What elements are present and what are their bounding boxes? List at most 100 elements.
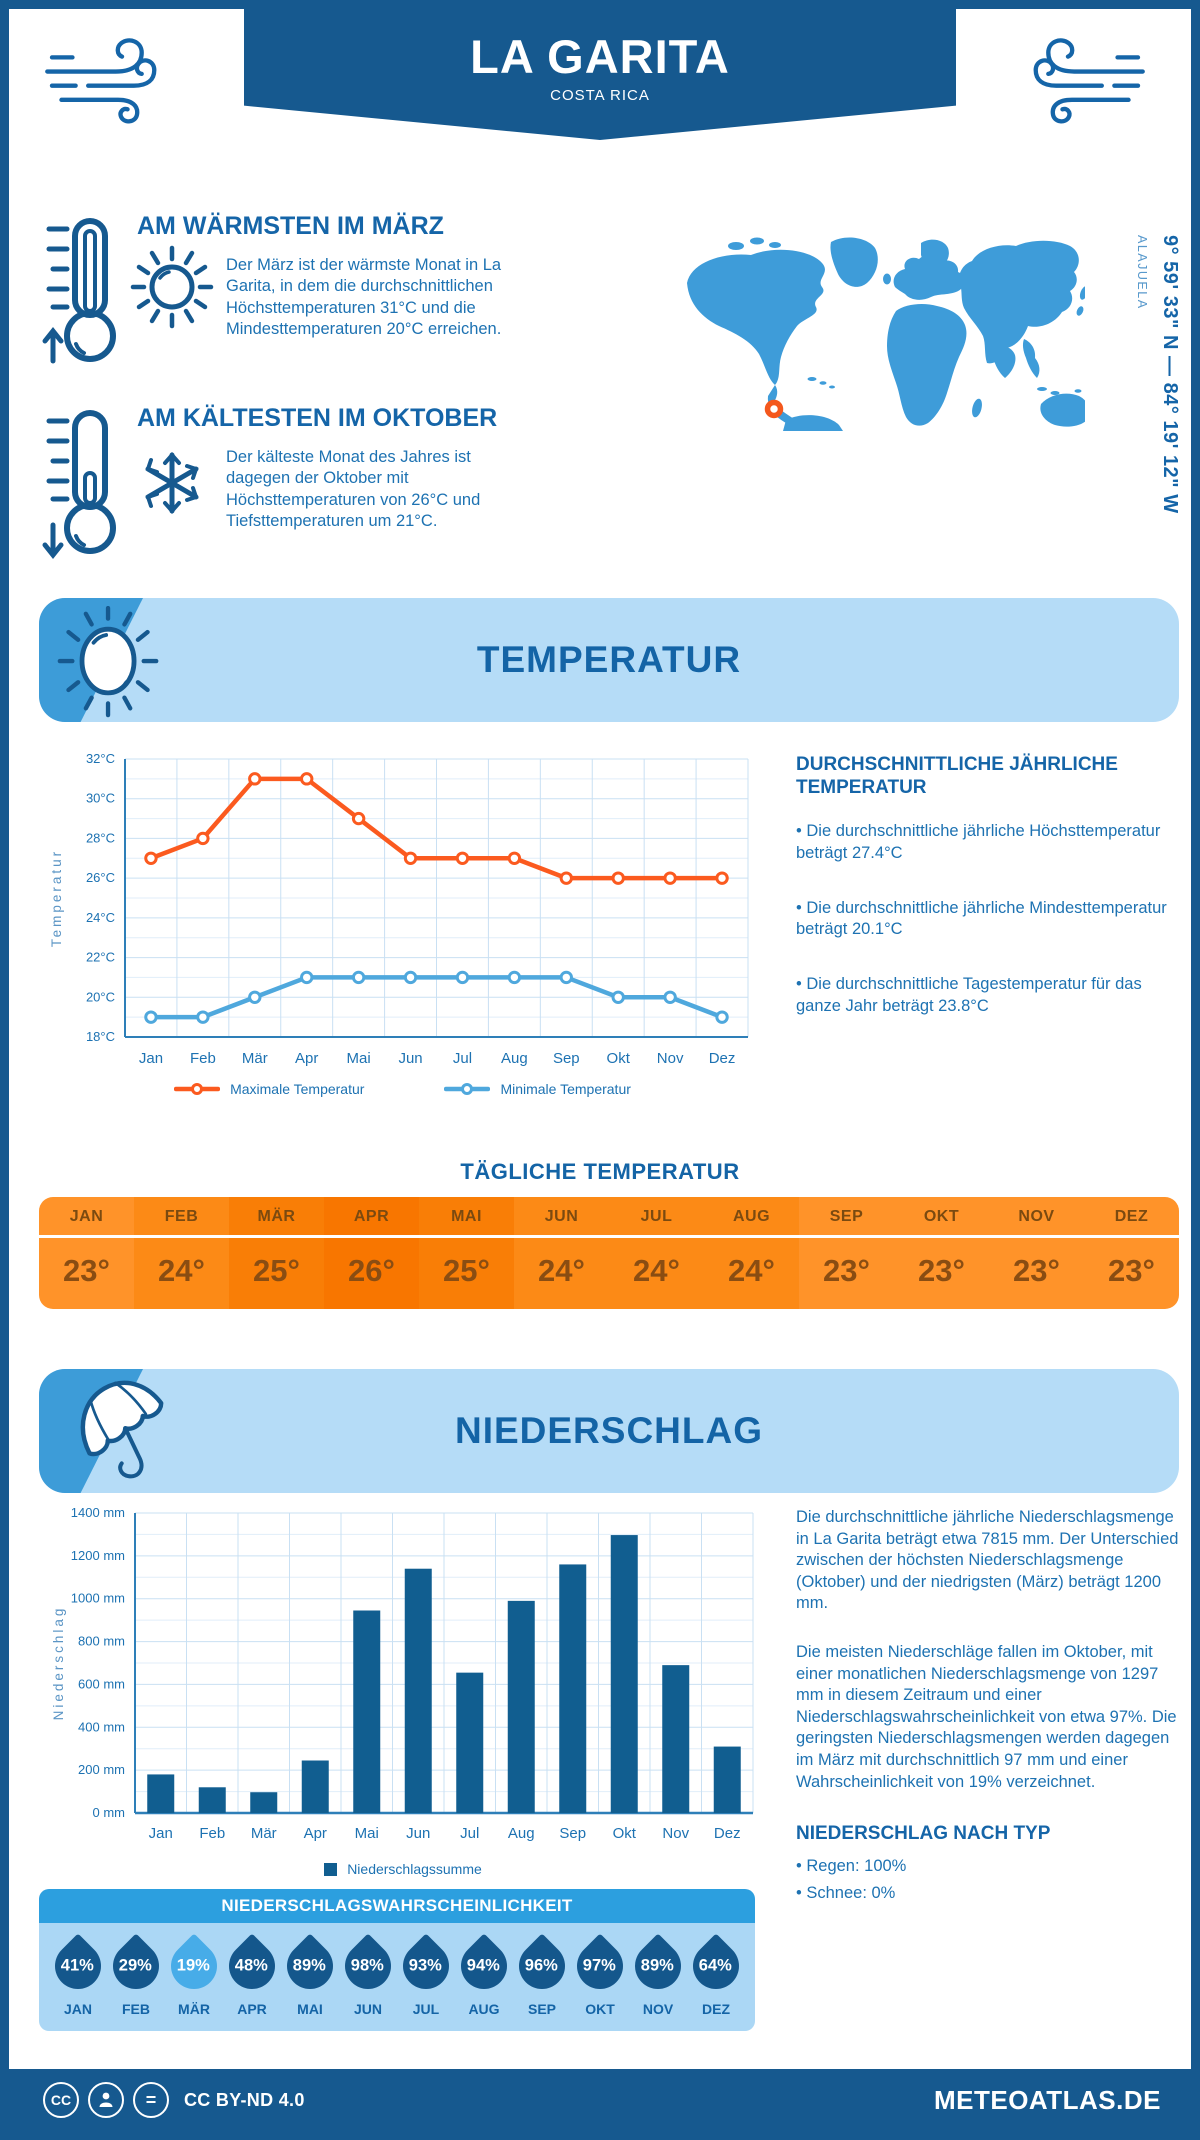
probability-month: FEB — [122, 2001, 150, 2017]
svg-text:Nov: Nov — [657, 1050, 684, 1067]
cc-nd-icon: = — [133, 2082, 169, 2118]
precipitation-text-column: Die durchschnittliche jährliche Niedersc… — [796, 1507, 1184, 1909]
svg-text:Sep: Sep — [559, 1825, 586, 1842]
region-label: ALAJUELA — [1135, 235, 1149, 310]
probability-month: JUL — [412, 2001, 440, 2017]
probability-month: OKT — [585, 2001, 615, 2017]
svg-text:26°C: 26°C — [86, 870, 115, 885]
temperature-stat-item: • Die durchschnittliche jährliche Mindes… — [796, 898, 1167, 939]
daily-temp-month: SEP — [829, 1208, 864, 1225]
svg-text:200 mm: 200 mm — [78, 1762, 125, 1777]
probability-value: 64% — [699, 1956, 733, 1975]
droplet-icon: 89% — [625, 1933, 691, 1999]
legend-item: Maximale Temperatur — [174, 1081, 364, 1097]
probability-value: 94% — [467, 1956, 501, 1975]
probability-cell: 94% AUG — [451, 1927, 517, 2017]
probability-value: 48% — [235, 1956, 269, 1975]
daily-temp-month: NOV — [1018, 1208, 1055, 1225]
precipitation-type-heading: NIEDERSCHLAG NACH TYP — [796, 1823, 1051, 1845]
svg-text:Okt: Okt — [613, 1825, 637, 1842]
daily-temp-month: AUG — [732, 1208, 771, 1225]
warm-paragraph: Der März ist der wärmste Monat in La Gar… — [226, 256, 502, 339]
svg-text:24°C: 24°C — [86, 910, 115, 925]
probability-value: 96% — [525, 1956, 559, 1975]
svg-text:Jun: Jun — [406, 1825, 430, 1842]
cold-paragraph: Der kälteste Monat des Jahres ist dagege… — [226, 448, 481, 531]
svg-text:Feb: Feb — [190, 1050, 216, 1067]
droplet-icon: 98% — [335, 1933, 401, 1999]
svg-text:Jul: Jul — [453, 1050, 472, 1067]
droplet-icon: 48% — [219, 1933, 285, 1999]
probability-month: AUG — [468, 2001, 500, 2017]
daily-temp-month: OKT — [923, 1208, 960, 1225]
daily-temp-cell: DEZ 23° — [1084, 1197, 1179, 1309]
svg-text:18°C: 18°C — [86, 1029, 115, 1044]
svg-text:Aug: Aug — [508, 1825, 535, 1842]
probability-month: JUN — [353, 2001, 382, 2017]
probability-cell: 48% APR — [219, 1927, 285, 2017]
daily-temp-month: JAN — [69, 1208, 104, 1225]
svg-text:Okt: Okt — [607, 1050, 631, 1067]
daily-temp-cell: MAI 25° — [419, 1197, 514, 1309]
thermometer-warm-icon — [42, 218, 214, 364]
page-title: LA GARITA — [470, 30, 730, 83]
daily-temp-month: APR — [353, 1208, 390, 1225]
droplet-icon: 94% — [451, 1933, 517, 1999]
svg-text:Mär: Mär — [251, 1825, 277, 1842]
svg-text:Sep: Sep — [553, 1050, 580, 1067]
temperature-chart-legend: Maximale Temperatur Minimale Temperatur — [45, 1081, 760, 1097]
svg-text:22°C: 22°C — [86, 950, 115, 965]
svg-text:Jan: Jan — [139, 1050, 163, 1067]
probability-droplets: 41% JAN 29% FEB 19% MÄR 48% APR 89% MAI 98% JUN 93% J… — [39, 1923, 755, 2031]
daily-temp-cell: JAN 23° — [39, 1197, 134, 1309]
svg-text:400 mm: 400 mm — [78, 1719, 125, 1734]
daily-temp-cell: SEP 23° — [799, 1197, 894, 1309]
thermometer-cold-icon — [42, 410, 199, 560]
location-marker — [764, 399, 784, 419]
svg-text:Feb: Feb — [199, 1825, 225, 1842]
probability-value: 98% — [351, 1956, 385, 1975]
daily-temp-value: 24° — [728, 1253, 775, 1288]
probability-cell: 19% MÄR — [161, 1927, 227, 2017]
precipitation-section-title: NIEDERSCHLAG — [454, 1410, 764, 1451]
daily-table-separator — [39, 1235, 1179, 1238]
daily-temp-month: JUL — [640, 1208, 673, 1225]
precipitation-type-item: • Schnee: 0% — [796, 1884, 896, 1903]
probability-cell: 96% SEP — [509, 1927, 575, 2017]
legend-item: Niederschlagssumme — [324, 1861, 482, 1877]
svg-text:Mai: Mai — [355, 1825, 379, 1842]
svg-text:Dez: Dez — [709, 1050, 736, 1067]
geo-block: 9° 59' 33" N — 84° 19' 12" W ALAJUELA — [1135, 235, 1181, 585]
wind-icon — [45, 38, 157, 124]
svg-text:28°C: 28°C — [86, 830, 115, 845]
svg-text:Niederschlag: Niederschlag — [51, 1606, 66, 1721]
legend-label: Minimale Temperatur — [500, 1081, 631, 1097]
droplet-icon: 97% — [567, 1933, 633, 1999]
svg-text:Jun: Jun — [398, 1050, 422, 1067]
probability-cell: 29% FEB — [103, 1927, 169, 2017]
temperature-stats-heading: DURCHSCHNITTLICHE JÄHRLICHE TEMPERATUR — [796, 754, 1118, 799]
probability-value: 89% — [293, 1956, 327, 1975]
probability-month: MAI — [297, 2001, 323, 2017]
legend-item: Minimale Temperatur — [444, 1081, 631, 1097]
svg-text:30°C: 30°C — [86, 791, 115, 806]
daily-temp-cell: JUL 24° — [609, 1197, 704, 1309]
daily-temp-value: 23° — [1013, 1253, 1060, 1288]
temperature-stat-item: • Die durchschnittliche Tagestemperatur … — [796, 975, 1142, 1015]
daily-temp-cell: AUG 24° — [704, 1197, 799, 1309]
svg-text:Temperatur: Temperatur — [49, 849, 64, 947]
svg-text:Dez: Dez — [714, 1825, 741, 1842]
page-subtitle: COSTA RICA — [550, 87, 650, 104]
probability-cell: 93% JUL — [393, 1927, 459, 2017]
daily-temp-value: 24° — [633, 1253, 680, 1288]
daily-temp-month: MÄR — [257, 1208, 296, 1225]
daily-temp-value: 23° — [918, 1253, 965, 1288]
probability-month: SEP — [527, 2001, 556, 2017]
cold-heading: AM KÄLTESTEN IM OKTOBER — [137, 404, 498, 432]
temperature-section-banner: TEMPERATUR — [39, 598, 1179, 722]
daily-temp-cell: MÄR 25° — [229, 1197, 324, 1309]
svg-text:1200 mm: 1200 mm — [71, 1548, 125, 1563]
probability-value: 97% — [583, 1956, 617, 1975]
daily-temp-month: MAI — [451, 1208, 482, 1225]
sun-icon — [57, 606, 159, 718]
